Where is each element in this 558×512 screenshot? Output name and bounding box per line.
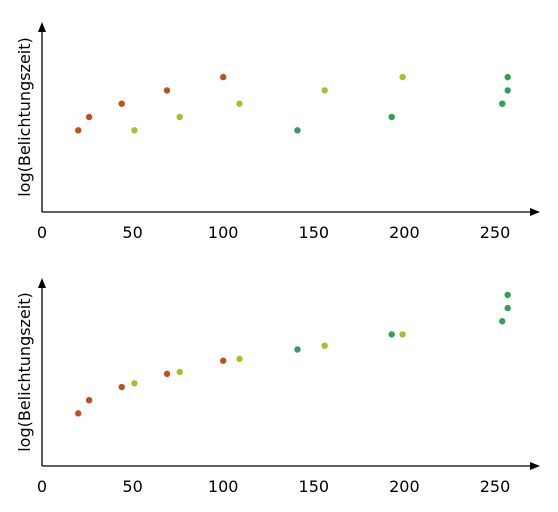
data-point: [504, 291, 511, 299]
data-point: [118, 383, 125, 391]
data-point: [236, 355, 243, 363]
x-tick-label: 100: [208, 223, 239, 242]
data-point: [388, 331, 395, 338]
x-tick-label: 150: [299, 223, 330, 242]
data-point: [504, 73, 511, 81]
data-point: [220, 357, 227, 364]
x-tick-label: 100: [208, 477, 239, 496]
data-point: [388, 113, 395, 121]
y-axis-label: log(Belichtungszeit): [15, 292, 34, 452]
x-tick-label: 50: [122, 477, 142, 496]
data-point: [499, 100, 506, 107]
data-point: [118, 100, 125, 107]
x-tick-label: 200: [389, 223, 420, 242]
data-point: [131, 127, 138, 134]
data-point: [176, 113, 183, 121]
data-point: [75, 410, 82, 417]
x-axis-arrow: [530, 462, 540, 470]
data-point: [321, 87, 328, 94]
x-tick-label: 250: [480, 223, 511, 242]
data-point: [504, 304, 511, 312]
data-point: [504, 87, 511, 94]
x-tick-label: 200: [389, 477, 420, 496]
data-point: [294, 127, 301, 134]
data-point: [236, 100, 243, 107]
scatter-panel-bottom: 0 50 100 150 200 250 log(Belichtungszeit): [15, 278, 540, 496]
data-point: [294, 346, 301, 353]
data-point: [85, 397, 93, 404]
scatter-panel-top: 0 50 100 150 200 250 log(Belichtungszeit): [15, 22, 540, 242]
data-point: [220, 73, 227, 81]
x-axis-arrow: [530, 208, 540, 216]
data-point: [85, 113, 93, 121]
data-point: [399, 73, 406, 81]
data-point: [163, 370, 171, 378]
x-tick-label: 250: [480, 477, 511, 496]
x-tick-label: 150: [299, 477, 330, 496]
data-point: [131, 380, 138, 387]
y-axis-arrow: [38, 22, 46, 32]
x-tick-label: 0: [37, 477, 47, 496]
y-axis-arrow: [38, 278, 46, 288]
x-tick-label: 0: [37, 223, 47, 242]
data-point: [499, 318, 506, 325]
data-point: [321, 342, 328, 349]
data-point: [399, 331, 406, 338]
data-point: [163, 87, 171, 94]
x-tick-label: 50: [122, 223, 142, 242]
data-point: [176, 368, 183, 376]
y-axis-label: log(Belichtungszeit): [15, 37, 34, 197]
data-point: [75, 127, 82, 134]
